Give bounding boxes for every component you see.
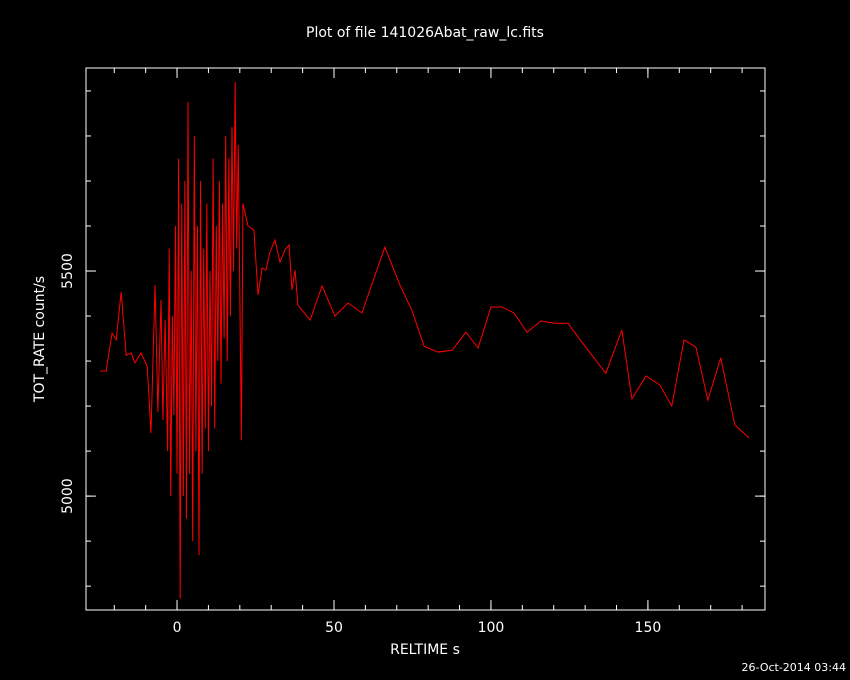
y-tick-label: 5000 <box>60 478 76 514</box>
light-curve <box>100 81 750 599</box>
timestamp: 26-Oct-2014 03:44 <box>742 661 846 674</box>
chart-title: Plot of file 141026Abat_raw_lc.fits <box>306 25 544 41</box>
y-tick-label: 5500 <box>60 253 76 289</box>
x-tick-label: 100 <box>478 620 505 636</box>
x-tick-label: 150 <box>635 620 662 636</box>
plot-frame <box>85 67 766 611</box>
y-axis-label: TOT_RATE count/s <box>32 276 48 403</box>
x-tick-label: 50 <box>325 620 343 636</box>
x-axis-label: RELTIME s <box>390 642 460 658</box>
x-tick-label: 0 <box>173 620 182 636</box>
